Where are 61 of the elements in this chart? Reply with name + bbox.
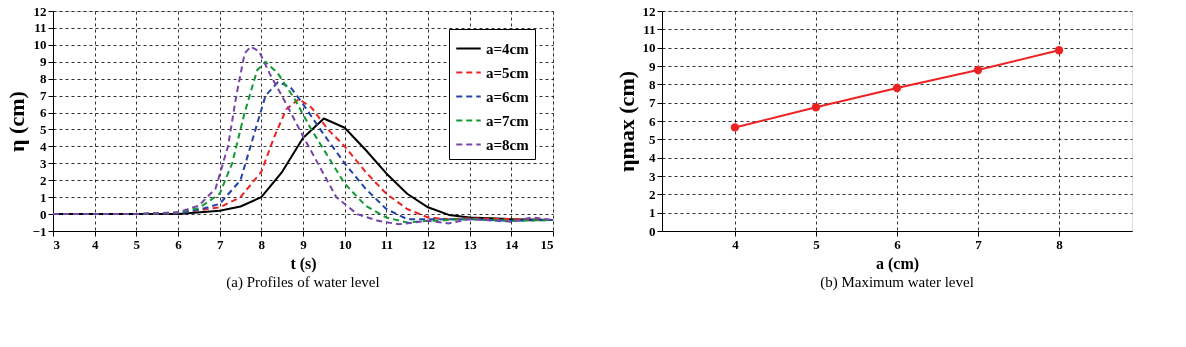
y-tick-label: 2	[40, 172, 47, 188]
y-tick-label: 12	[33, 3, 47, 19]
x-tick-label: 7	[975, 236, 983, 252]
y-tick-label: 3	[649, 168, 656, 184]
y-tick-label: 11	[34, 20, 47, 36]
y-tick-label: 9	[649, 58, 656, 74]
x-tick-label: 6	[175, 236, 183, 252]
y-tick-label: 0	[40, 206, 47, 222]
x-tick-label: 11	[380, 236, 393, 252]
y-tick-label: 7	[40, 88, 47, 104]
x-tick-label: 3	[53, 236, 61, 252]
x-tick-label: 4	[732, 236, 740, 252]
y-tick-label: 6	[649, 113, 656, 129]
text: (a) Profiles of water level	[226, 274, 380, 291]
y-tick-label: 4	[40, 138, 47, 154]
x-tick-label: 5	[813, 236, 821, 252]
y-tick-label: 1	[649, 205, 656, 221]
text: (b) Maximum water level	[820, 274, 974, 291]
legend-label: a=6cm	[486, 88, 530, 105]
y-axis-title: η (cm)	[3, 91, 29, 152]
legend-label: a=4cm	[486, 40, 530, 57]
y-tick-label: 10	[33, 37, 47, 53]
y-tick-label: 3	[40, 155, 47, 171]
legend-label: a=8cm	[486, 136, 530, 153]
point	[730, 123, 740, 132]
x-tick-label: 7	[216, 236, 224, 252]
y-tick-label: 8	[40, 71, 47, 87]
y-tick-label: 7	[649, 95, 656, 111]
y-axis-title: ηmax (cm)	[613, 70, 639, 173]
y-tick-label: 1	[40, 189, 47, 205]
x-tick-label: 15	[540, 236, 554, 252]
y-tick-label: 10	[642, 40, 656, 56]
x-axis-title: a (cm)	[875, 254, 920, 273]
y-tick-label: 6	[40, 105, 47, 121]
y-tick-label: 4	[649, 150, 656, 166]
x-tick-label: 10	[338, 236, 352, 252]
y-tick-label: 8	[649, 76, 656, 92]
point	[973, 65, 983, 75]
point	[811, 103, 821, 112]
legend-label: a=5cm	[486, 64, 530, 81]
x-tick-label: 6	[894, 236, 902, 252]
x-tick-label: 13	[463, 236, 478, 252]
y-tick-label: 12	[642, 3, 656, 19]
x-tick-label: 8	[1056, 236, 1064, 252]
legend-label: a=7cm	[486, 112, 530, 129]
y-tick-label: 11	[643, 21, 656, 37]
y-tick-label: 5	[40, 121, 47, 137]
y-tick-label: 9	[40, 54, 47, 70]
point	[1054, 46, 1064, 55]
x-tick-label: 9	[300, 236, 308, 252]
y-tick-label: −1	[32, 223, 47, 239]
x-tick-label: 8	[258, 236, 266, 252]
x-tick-label: 5	[133, 236, 141, 252]
y-tick-label: 0	[649, 223, 656, 239]
point	[892, 83, 902, 93]
x-tick-label: 12	[422, 236, 435, 252]
x-tick-label: 14	[505, 236, 519, 252]
x-axis-title: t (s)	[290, 254, 317, 273]
y-tick-label: 5	[649, 131, 656, 147]
x-tick-label: 4	[91, 236, 99, 252]
y-tick-label: 2	[649, 186, 656, 202]
